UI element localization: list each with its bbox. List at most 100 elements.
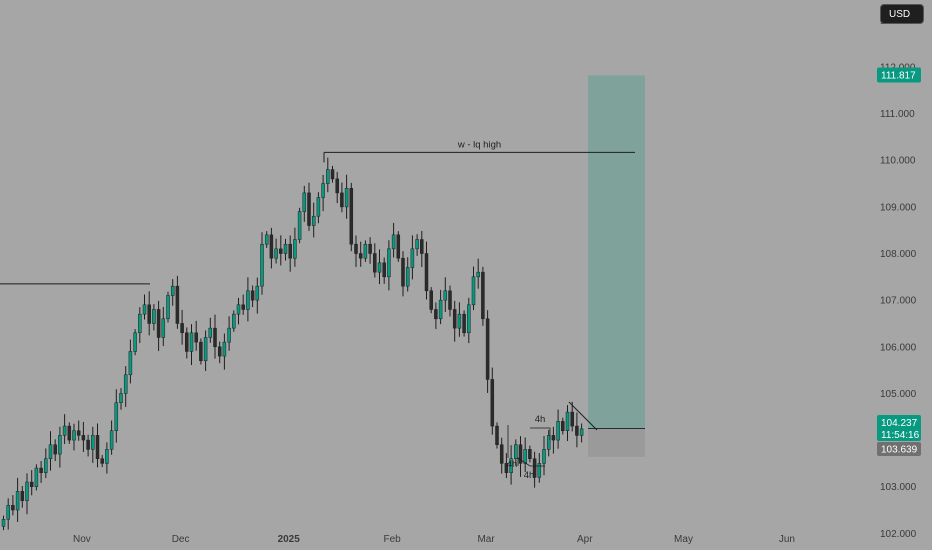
price-tick-label: 109.000 [880,202,917,213]
candle-body [250,290,255,301]
candle-body [283,243,288,254]
candle-body [170,285,175,296]
candle-body [1,519,6,527]
price-tick-label: 111.000 [880,109,915,120]
candle-body [330,169,335,180]
candle-body [255,285,260,301]
target-zone [588,75,645,429]
candle-body [551,435,556,441]
target-price-tag-bg [877,67,921,83]
candle-body [6,505,10,520]
candle-body [11,505,15,511]
candle-body [382,262,386,278]
candle-body [180,323,184,334]
target-price-tag: 111.817 [881,71,916,82]
candle-body [119,393,123,404]
candle-body [217,346,222,357]
candle-body [86,439,90,450]
candle-body [156,309,161,338]
candle-body [316,197,321,217]
stop-price-tag-bg [877,442,921,456]
candle-body [123,374,128,394]
candle-body [81,435,86,441]
candle-body [396,234,401,259]
candle-body [246,290,250,310]
candle-body [279,248,283,254]
candle-body [537,463,542,478]
candle-body [100,458,104,464]
candle-body [95,435,100,459]
candle-body [185,332,189,352]
candle-body [297,211,302,240]
candle-body [34,467,39,487]
candle-body [467,304,471,334]
candle-body [274,248,278,259]
candle-body [105,449,109,464]
candle-body [62,425,67,436]
candle-body [138,313,142,334]
candle-body [189,332,194,352]
candle-body [462,313,466,334]
price-tick-label: 103.000 [880,482,917,493]
candle-body [490,379,495,427]
candle-body [405,267,410,287]
candle-body [241,304,245,310]
current-price-tag-bg [877,415,921,441]
time-tick-label: May [674,534,693,545]
candle-body [147,304,151,324]
candle-body [443,290,448,301]
candle-body [579,428,584,436]
candle-body [48,444,53,459]
candle-body [434,309,438,320]
currency-button[interactable]: USD [880,4,924,24]
candle-body [166,295,170,320]
candle-body [142,304,147,315]
candle-body [373,253,377,273]
candle-body [368,243,372,254]
candle-body [495,425,499,445]
candle-body [575,425,579,436]
current-price-tag: 104.237 [881,418,918,429]
candle-body [349,187,354,245]
stop-price-tag: 103.639 [881,445,918,456]
candle-body [58,435,62,455]
candle-body [410,248,415,268]
candle-body [377,262,382,273]
candle-body [109,430,114,450]
countdown-tag: 11:54:16 [881,430,920,441]
candle-body [232,313,236,329]
candle-body [44,458,48,473]
candle-body [542,449,546,464]
candle-body [471,276,476,306]
candle-body [429,290,433,310]
candle-body [476,271,480,278]
candle-body [152,309,156,324]
time-tick-label: Nov [73,534,91,545]
candle-body [293,239,297,259]
candle-body [415,239,419,250]
candle-body [457,313,462,329]
candle-body [509,458,513,473]
candle-body [199,341,203,362]
annotation-4h-label: 4h [524,470,535,481]
candle-body [518,444,523,464]
candle-body [424,253,429,292]
candle-body [194,332,198,343]
candle-body [236,304,241,315]
candle-body [570,411,574,427]
candle-body [208,327,213,338]
candle-body [528,449,532,459]
candle-body [387,248,391,278]
candle-body [321,183,325,198]
candle-body [556,421,560,441]
time-tick-label: Jun [779,534,795,545]
candle-body [420,239,424,254]
candle-body [72,430,76,441]
candle-body [260,243,264,287]
candle-body [523,449,527,464]
time-tick-label: 2025 [278,534,301,545]
candle-body [401,257,405,287]
candle-body [307,192,311,226]
